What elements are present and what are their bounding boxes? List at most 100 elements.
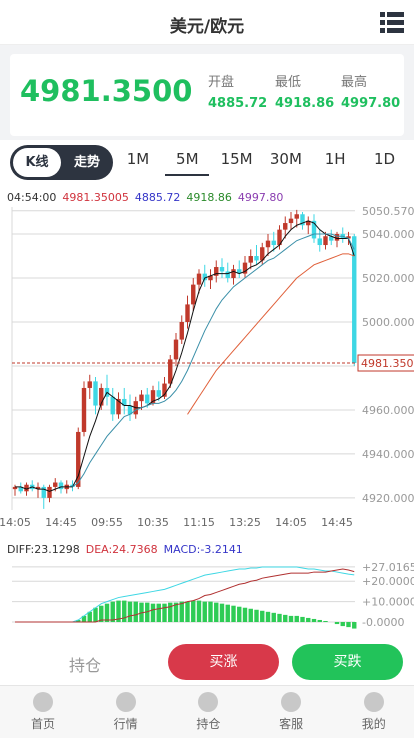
x-tick-label: 14:45 (45, 516, 77, 529)
info-text: 4981.35005 (62, 191, 128, 204)
period-tab[interactable]: 15M (220, 150, 253, 168)
macd-bar (150, 603, 156, 623)
nav-icon (198, 692, 219, 712)
nav-item[interactable]: 持仓 (173, 686, 243, 738)
stat-label: 开盘 (208, 75, 235, 90)
candle-body (185, 304, 190, 322)
nav-item[interactable]: 我的 (339, 686, 409, 738)
period-tab[interactable]: 1D (373, 150, 396, 168)
ma-line (187, 253, 355, 415)
candle-body (248, 256, 253, 263)
macd-bar (110, 601, 115, 623)
macd-line (15, 566, 355, 623)
period-tab[interactable]: 1H (324, 150, 346, 168)
macd-bar (254, 609, 259, 623)
nav-label: 持仓 (196, 717, 221, 731)
macd-bar (173, 602, 179, 623)
toggle-trend[interactable]: 走势 (73, 155, 100, 170)
macd-line (15, 568, 355, 623)
stat-label: 最低 (275, 75, 302, 90)
macd-bar (93, 607, 98, 623)
macd-bar (191, 600, 196, 623)
candle-body (208, 275, 213, 281)
nav-item[interactable]: 首页 (8, 686, 78, 738)
current-price: 4981.3500 (20, 74, 193, 108)
info-text: DIFF:23.1298 (7, 543, 80, 556)
period-tab[interactable]: 5M (165, 150, 210, 176)
candle-body (110, 396, 115, 415)
candle-body (53, 482, 58, 487)
macd-bar (225, 604, 230, 623)
period-tab[interactable]: 1M (126, 150, 150, 168)
candle-body (214, 267, 219, 276)
y-tick-label: 4920.000 (362, 492, 414, 505)
candle-body (87, 381, 92, 388)
y-tick-label: -0.0000 (362, 616, 404, 629)
info-text: 4918.86 (186, 191, 232, 204)
nav-item[interactable]: 客服 (256, 686, 326, 738)
candle-body (306, 220, 311, 226)
nav-item[interactable]: 行情 (91, 686, 161, 738)
candle-body (311, 220, 317, 239)
nav-label: 行情 (113, 717, 138, 731)
candle-body (18, 486, 23, 492)
x-tick-label: 13:25 (229, 516, 261, 529)
macd-bar (288, 615, 294, 623)
buy-up-button[interactable]: 买涨 (168, 644, 279, 680)
candle-body (127, 405, 133, 415)
y-tick-label: 5050.570 (362, 205, 414, 218)
candle-body (323, 236, 328, 246)
macd-bar (116, 600, 121, 623)
candle-body (139, 394, 144, 402)
candle-body (225, 271, 230, 279)
candle-body (93, 381, 98, 406)
toggle-kline[interactable]: K线 (13, 148, 61, 177)
view-toggle: K线 走势 (10, 145, 113, 180)
macd-bar (340, 622, 345, 627)
menu-button[interactable] (380, 11, 404, 34)
macd-bar (122, 600, 127, 623)
macd-bar (76, 619, 81, 623)
info-text: DEA:24.7368 (86, 543, 158, 556)
nav-icon (115, 692, 136, 712)
y-tick-label: 4960.000 (362, 404, 414, 417)
x-tick-label: 14:05 (0, 516, 31, 529)
candle-body (219, 267, 225, 272)
candle-body (35, 486, 41, 490)
candle-body (173, 339, 179, 360)
macd-bar (139, 602, 144, 623)
macd-bar (283, 614, 288, 623)
x-tick-label: 09:55 (91, 516, 123, 529)
macd-bar (306, 617, 311, 623)
macd-bar (334, 622, 340, 625)
period-tab[interactable]: 30M (269, 150, 302, 168)
position-label[interactable]: 持仓 (68, 656, 101, 675)
stat-value: 4918.86 (275, 96, 335, 111)
candle-body (317, 238, 322, 246)
macd-bar (162, 603, 167, 623)
info-text: 04:54:00 (7, 191, 56, 204)
candle-body (346, 236, 351, 239)
chart: 04:54:00 4981.35005 4885.72 4918.86 4997.80 5… (0, 191, 414, 629)
candle-body (237, 269, 242, 274)
macd-bar (81, 615, 87, 623)
macd-bar (277, 613, 282, 623)
macd-bar (87, 611, 92, 623)
candle-body (260, 247, 265, 261)
macd-bar (265, 611, 271, 623)
candle-body (265, 240, 271, 248)
candle-body (122, 398, 127, 406)
candle-body (99, 387, 104, 406)
candle-body (156, 390, 161, 397)
macd-bar (323, 620, 328, 623)
y-tick-label: 5020.000 (362, 272, 414, 285)
candle-body (24, 484, 29, 492)
candle-body (202, 273, 207, 281)
x-tick-label: 10:35 (137, 516, 169, 529)
candle-body (329, 236, 334, 241)
nav-icon (33, 692, 53, 712)
candle-body (162, 383, 167, 397)
buy-down-button[interactable]: 买跌 (292, 644, 403, 680)
macd-bar (214, 602, 219, 623)
nav-icon (281, 692, 302, 712)
